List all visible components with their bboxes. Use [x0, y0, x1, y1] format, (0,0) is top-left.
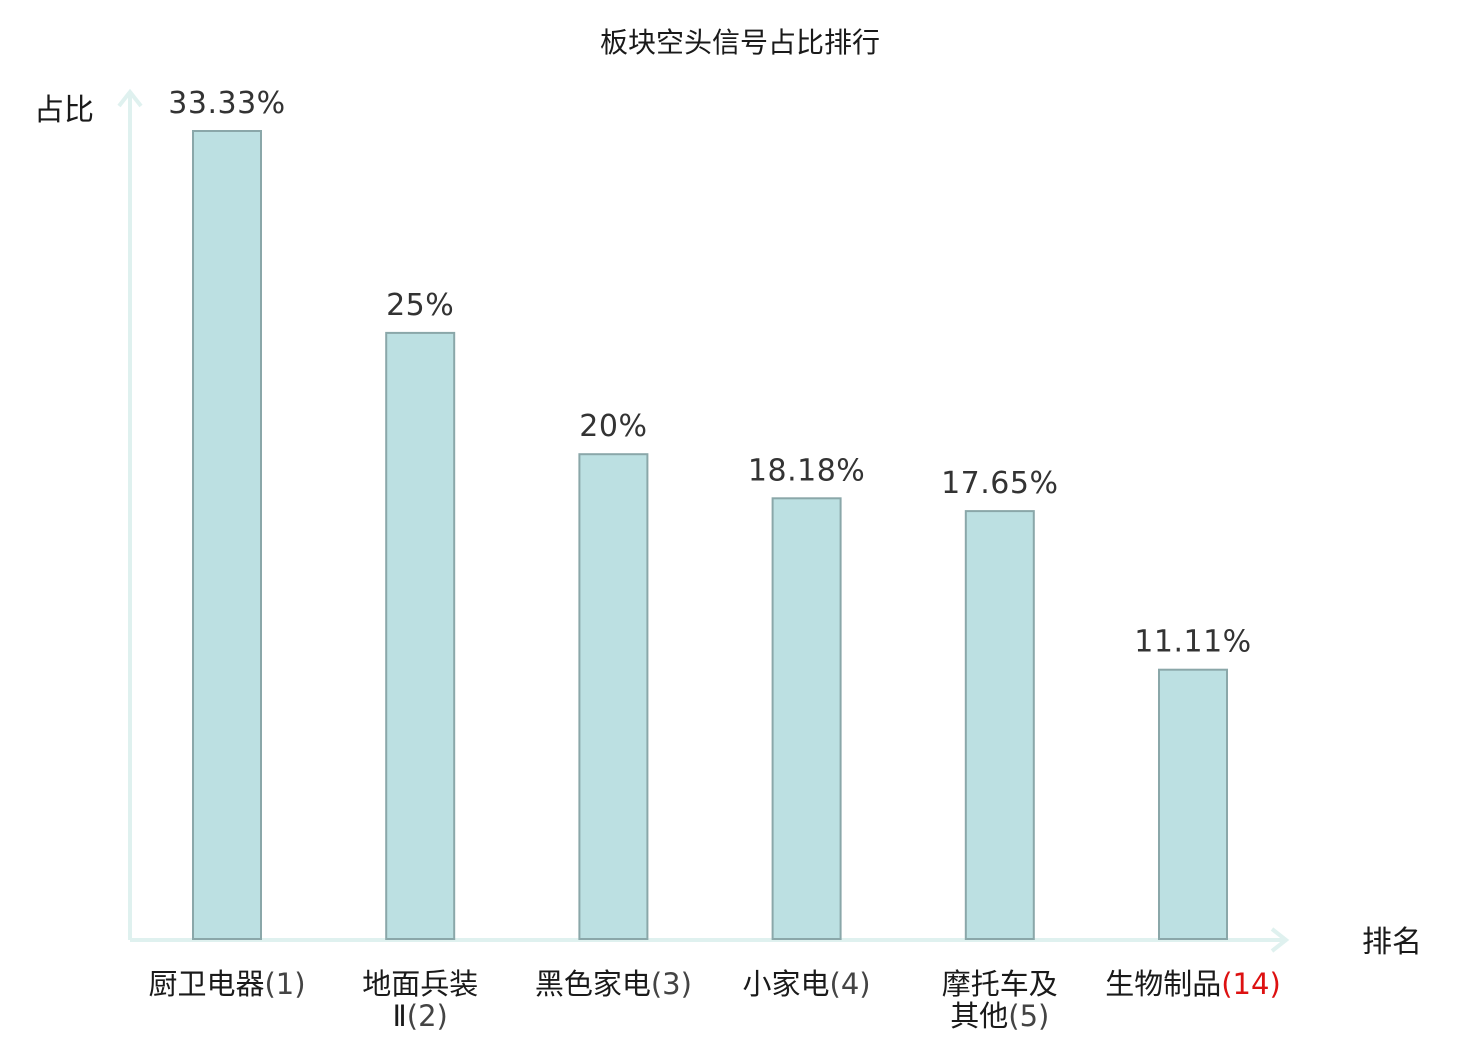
x-axis [130, 927, 1290, 953]
data-label: 11.11% [1134, 625, 1251, 660]
x-tick-label-line: 其他(5) [950, 999, 1049, 1033]
bar [1158, 668, 1228, 940]
x-axis-label: 排名 [1362, 925, 1422, 960]
bar [771, 497, 842, 940]
data-label: 20% [579, 409, 647, 444]
bar [192, 130, 262, 940]
y-axis-label: 占比 [34, 93, 94, 128]
x-tick-label: 厨卫电器(1) [148, 967, 305, 1001]
x-tick-label-line: 厨卫电器(1) [148, 967, 305, 1001]
y-axis-arrow [117, 88, 143, 108]
x-tick-label: 黑色家电(3) [535, 967, 692, 1001]
x-tick-label-line: 摩托车及 [942, 967, 1058, 1001]
y-axis [117, 88, 143, 940]
x-tick-label-line: 地面兵装 [362, 967, 478, 1001]
bars-layer [192, 130, 1228, 940]
bar [578, 453, 649, 940]
x-tick-label: 生物制品(14) [1105, 967, 1281, 1001]
data-label: 17.65% [941, 466, 1058, 501]
bar [964, 510, 1035, 940]
x-tick-label-line: Ⅱ(2) [393, 999, 448, 1033]
x-tick-label-line: 生物制品(14) [1105, 967, 1281, 1001]
x-tick-label-line: 黑色家电(3) [535, 967, 692, 1001]
data-label: 33.33% [168, 86, 285, 121]
x-tick-label: 小家电(4) [743, 967, 871, 1001]
data-label: 18.18% [748, 453, 865, 488]
chart-title: 板块空头信号占比排行 [600, 26, 880, 59]
bar [385, 331, 456, 940]
x-tick-label-line: 小家电(4) [743, 967, 871, 1001]
value-labels-layer: 33.33% 25% 20% 18.18% 17.65% 11.11% [168, 86, 1251, 660]
x-axis-arrow [1270, 927, 1290, 953]
data-label: 25% [386, 288, 454, 323]
